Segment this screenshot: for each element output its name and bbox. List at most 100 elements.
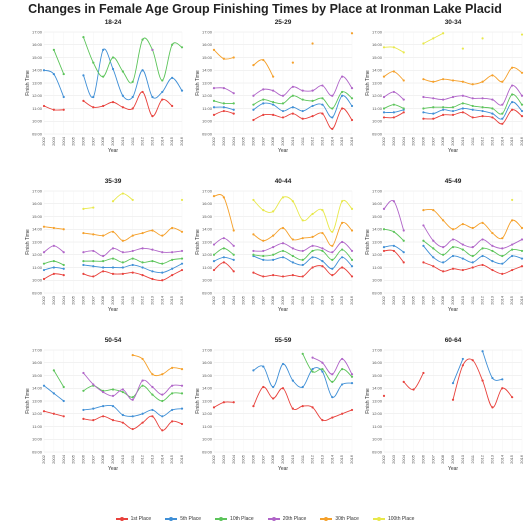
data-point: [451, 382, 455, 385]
x-tick-label: 2004: [231, 136, 236, 146]
data-point: [301, 89, 304, 92]
y-tick-label: 13:00: [202, 239, 213, 244]
x-tick-label: 2004: [61, 295, 66, 305]
x-tick-label: 2012: [310, 295, 315, 305]
data-point: [131, 354, 134, 357]
series-100th-place: [511, 198, 514, 202]
data-point: [481, 247, 484, 250]
y-tick-label: 15:00: [32, 373, 43, 378]
data-point: [520, 238, 524, 241]
data-point: [422, 224, 425, 227]
y-tick-label: 09:00: [372, 290, 383, 295]
x-tick-label: 2010: [460, 136, 465, 146]
data-point: [252, 118, 255, 122]
data-point: [311, 212, 314, 216]
data-point: [331, 107, 334, 110]
x-tick-label: 2009: [450, 136, 455, 146]
x-tick-label: 2004: [61, 136, 66, 146]
x-tick-label: 2004: [401, 136, 406, 146]
series-1st-place: [212, 385, 354, 422]
data-point: [212, 113, 216, 116]
data-point: [501, 247, 504, 250]
x-tick-label: 2011: [130, 454, 135, 463]
x-tick-label: 2003: [221, 454, 226, 464]
data-point: [392, 90, 395, 94]
y-tick-label: 09:00: [202, 449, 213, 454]
data-point: [341, 383, 344, 386]
panel-title: 18-24: [105, 19, 122, 26]
x-tick-label: 2015: [169, 136, 174, 146]
data-point: [232, 108, 235, 111]
data-point: [402, 51, 405, 54]
series-20th-place: [212, 75, 354, 97]
x-tick-label: 2005: [71, 454, 76, 464]
x-tick-label: 2015: [169, 454, 174, 464]
x-tick-label: 2014: [329, 295, 334, 305]
data-point: [82, 417, 85, 420]
x-tick-label: 2009: [280, 454, 285, 464]
data-point: [262, 88, 265, 91]
data-point: [212, 406, 216, 409]
data-point: [422, 107, 425, 110]
x-tick-label: 2009: [450, 454, 455, 464]
data-point: [341, 248, 344, 251]
legend-label: 20th Place: [282, 516, 307, 522]
data-point: [212, 268, 216, 272]
x-tick-label: 2012: [480, 454, 485, 464]
data-point: [451, 398, 455, 401]
y-tick-label: 13:00: [202, 80, 213, 85]
y-tick-label: 13:00: [372, 398, 383, 403]
x-tick-label: 2006: [420, 136, 425, 146]
data-point: [281, 196, 285, 199]
data-point: [102, 75, 105, 78]
data-point: [171, 226, 174, 230]
data-point: [121, 192, 124, 195]
data-point: [141, 379, 144, 382]
y-tick-label: 09:00: [202, 131, 213, 136]
data-point: [321, 265, 324, 268]
series-30th-place: [422, 208, 524, 240]
y-tick-label: 10:00: [202, 278, 213, 283]
x-tick-label: 2002: [381, 136, 386, 146]
data-point: [350, 258, 354, 261]
data-point: [432, 256, 435, 259]
series-5th-place: [42, 384, 184, 418]
data-point: [350, 382, 354, 385]
data-point: [131, 234, 134, 237]
y-tick-label: 11:00: [202, 424, 212, 429]
data-point: [52, 369, 55, 372]
data-point: [392, 111, 395, 114]
data-point: [471, 116, 474, 119]
data-point: [331, 94, 334, 97]
y-tick-label: 14:00: [372, 68, 383, 73]
data-point: [392, 103, 395, 106]
data-point: [272, 89, 275, 92]
data-point: [121, 106, 124, 109]
data-point: [350, 249, 354, 253]
data-point: [151, 48, 154, 51]
data-point: [111, 257, 115, 260]
series-30th-place: [382, 66, 524, 86]
data-point: [111, 230, 115, 233]
data-point: [291, 200, 294, 203]
x-tick-label: 2008: [440, 295, 445, 305]
data-point: [121, 413, 124, 417]
data-point: [311, 368, 314, 371]
data-point: [111, 247, 115, 250]
x-tick-label: 2011: [130, 136, 135, 145]
data-point: [272, 253, 275, 256]
data-point: [422, 78, 425, 81]
y-tick-label: 17:00: [32, 29, 43, 34]
data-point: [301, 109, 304, 113]
data-point: [272, 101, 275, 104]
data-point: [432, 247, 435, 250]
y-tick-label: 12:00: [202, 411, 213, 416]
legend-swatch: [215, 517, 228, 521]
x-tick-label: 2007: [260, 454, 265, 464]
data-point: [151, 385, 154, 389]
data-point: [432, 112, 435, 115]
data-point: [422, 239, 425, 242]
data-point: [501, 262, 504, 265]
x-tick-label: 2012: [480, 136, 485, 146]
data-point: [141, 357, 144, 361]
